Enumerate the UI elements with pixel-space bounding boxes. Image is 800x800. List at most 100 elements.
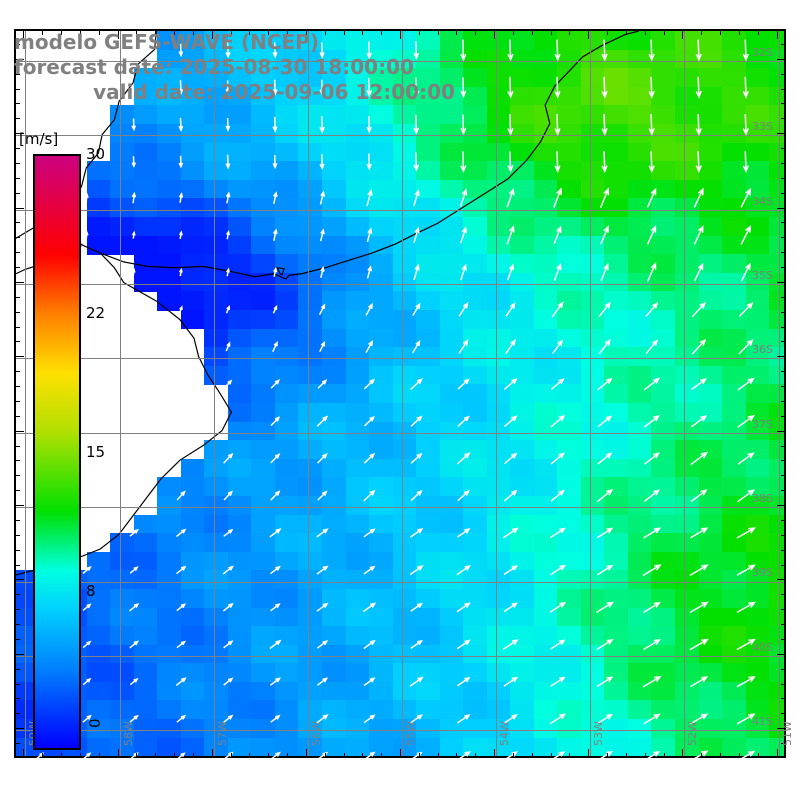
- grid-cell: [745, 179, 770, 199]
- axis-tick: [15, 490, 20, 492]
- grid-cell: [227, 123, 252, 144]
- axis-tick: [781, 88, 786, 90]
- grid-cell: [745, 161, 770, 181]
- axis-tick: [781, 668, 786, 670]
- grid-cell: [204, 737, 229, 756]
- grid-cell: [321, 347, 347, 367]
- grid-cell: [369, 291, 394, 311]
- axis-tick: [781, 237, 786, 239]
- grid-cell: [204, 588, 229, 609]
- grid-cell: [369, 272, 394, 292]
- grid-cell: [298, 719, 323, 739]
- grid-cell: [510, 235, 535, 255]
- grid-cell: [580, 254, 605, 274]
- grid-cell: [769, 105, 784, 125]
- grid-cell: [463, 216, 488, 237]
- grid-cell: [675, 31, 700, 51]
- grid-cell: [345, 421, 370, 441]
- gridline-lon: [590, 31, 592, 756]
- grid-cell: [86, 681, 111, 702]
- gridline-lat: [16, 209, 784, 211]
- grid-cell: [345, 533, 370, 553]
- grid-cell: [274, 644, 300, 664]
- grid-cell: [345, 347, 370, 367]
- grid-cell: [227, 86, 252, 106]
- grid-cell: [274, 86, 300, 106]
- grid-cell: [722, 123, 747, 144]
- grid-cell: [251, 31, 276, 51]
- grid-cell: [251, 142, 276, 162]
- grid-cell: [486, 328, 511, 348]
- grid-cell: [204, 440, 229, 460]
- lon-label-52W: 52W: [686, 721, 700, 746]
- grid-cell: [345, 458, 370, 478]
- grid-cell: [604, 86, 629, 106]
- grid-cell: [416, 105, 441, 125]
- grid-cell: [274, 570, 300, 590]
- axis-tick: [15, 668, 20, 670]
- grid-cell: [557, 179, 582, 199]
- axis-tick: [249, 753, 251, 758]
- grid-cell: [274, 272, 300, 292]
- grid-cell: [180, 700, 205, 720]
- grid-cell: [204, 123, 229, 144]
- axis-tick: [781, 326, 786, 328]
- grid-cell: [392, 328, 417, 348]
- grid-cell: [298, 421, 323, 441]
- gridline-lon: [119, 31, 121, 756]
- grid-cell: [675, 142, 700, 162]
- grid-cell: [298, 626, 323, 646]
- grid-cell: [157, 123, 182, 144]
- grid-cell: [769, 477, 784, 497]
- grid-cell: [298, 272, 323, 292]
- grid-cell: [227, 681, 252, 702]
- grid-cell: [510, 309, 535, 330]
- grid-cell: [180, 663, 205, 683]
- grid-cell: [675, 49, 700, 69]
- axis-tick: [15, 415, 20, 417]
- lat-label-38S: 38S: [752, 492, 773, 506]
- grid-cell: [675, 123, 700, 144]
- grid-cell: [369, 235, 394, 255]
- grid-cell: [251, 105, 276, 125]
- axis-tick: [781, 400, 786, 402]
- colorbar-gradient: [33, 154, 81, 750]
- axis-tick: [781, 222, 786, 224]
- grid-cell: [157, 272, 182, 292]
- grid-cell: [722, 235, 747, 255]
- axis-tick: [15, 624, 20, 626]
- axis-tick: [117, 30, 119, 39]
- gridline-lon: [307, 31, 309, 756]
- grid-cell: [604, 254, 629, 274]
- graticule-layer: [16, 31, 784, 756]
- grid-cell: [180, 68, 205, 88]
- grid-cell: [227, 588, 252, 609]
- axis-tick: [418, 753, 420, 758]
- colorbar-tick-22: 22: [86, 303, 106, 322]
- grid-cell: [392, 179, 417, 199]
- grid-cell: [298, 179, 323, 199]
- grid-cell: [486, 198, 511, 218]
- grid-cell: [604, 198, 629, 218]
- grid-cell: [321, 68, 347, 88]
- grid-cell: [345, 123, 370, 144]
- grid-cell: [345, 272, 370, 292]
- axis-tick: [781, 460, 786, 462]
- grid-cell: [110, 235, 135, 255]
- lat-label-37S: 37S: [752, 417, 773, 431]
- grid-cell: [180, 161, 205, 181]
- axis-tick: [550, 753, 552, 758]
- grid-cell: [463, 142, 488, 162]
- grid-cell: [298, 235, 323, 255]
- axis-tick: [15, 638, 20, 640]
- grid-cell: [345, 440, 370, 460]
- axis-tick: [230, 30, 232, 35]
- grid-cell: [204, 551, 229, 571]
- grid-cell: [321, 644, 347, 664]
- grid-cell: [157, 105, 182, 125]
- grid-cell: [345, 68, 370, 88]
- grid-cell: [510, 347, 535, 367]
- grid-cell: [651, 142, 676, 162]
- axis-tick: [305, 749, 307, 758]
- axis-tick: [781, 594, 786, 596]
